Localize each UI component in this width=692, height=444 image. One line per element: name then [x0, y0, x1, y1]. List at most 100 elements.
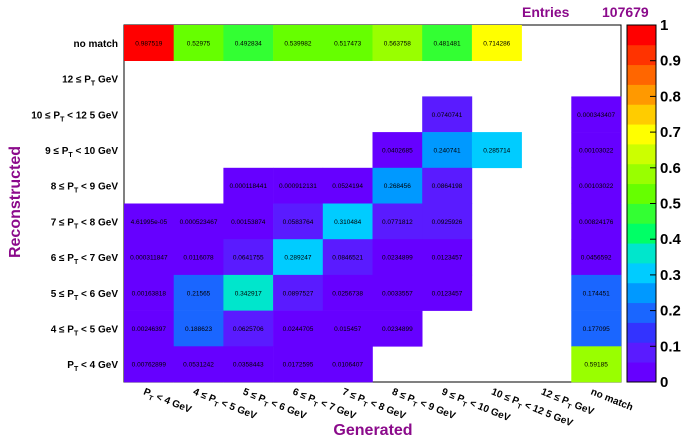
heatmap-cell [372, 239, 423, 276]
cell-value-label: 0.000523467 [180, 219, 218, 226]
heatmap-cell [372, 274, 423, 311]
cell-value-label: 0.0897527 [283, 290, 314, 297]
cell-value-label: 0.563758 [384, 40, 411, 47]
colorbar-tick-label: 0.1 [660, 338, 681, 355]
cell-value-label: 0.0234899 [382, 326, 413, 333]
colorbar-tick-label: 0.3 [660, 267, 681, 284]
colorbar-segment [627, 302, 656, 323]
y-tick-label: PT < 4 GeV [67, 360, 118, 373]
cell-value-label: 0.00103022 [579, 147, 614, 154]
colorbar-tick-label: 0.2 [660, 303, 681, 320]
heatmap-cell [571, 346, 622, 383]
cell-value-label: 0.0864198 [432, 183, 463, 190]
x-axis-title: Generated [333, 422, 412, 439]
x-tick-label: no match [589, 387, 634, 414]
cell-value-label: 0.000343407 [577, 112, 615, 119]
heatmap-cell [372, 25, 423, 61]
heatmap-cell [223, 167, 274, 204]
colorbar-segment [627, 342, 656, 363]
cell-value-label: 0.0402685 [382, 147, 413, 154]
heatmap-cell [372, 310, 423, 347]
cell-value-label: 0.0172595 [283, 362, 314, 369]
cell-value-label: 0.000912131 [279, 183, 317, 190]
colorbar-segment [627, 183, 656, 204]
cell-value-label: 0.177095 [583, 326, 610, 333]
heatmap-cell [571, 203, 622, 240]
colorbar-tick-label: 0.7 [660, 124, 681, 141]
heatmap-cell [124, 203, 174, 240]
cell-value-label: 0.240741 [433, 147, 460, 154]
heatmap-cells: 0.987519 0.52975 0.492834 0.539982 0.517473 0… [124, 25, 622, 383]
y-tick-label: 4 ≤ PT < 5 GeV [51, 324, 119, 337]
cell-value-label: 0.0456592 [581, 255, 612, 262]
colorbar-tick-label: 0.8 [660, 88, 681, 105]
heatmap-cell [223, 274, 274, 311]
cell-value-label: 0.21565 [187, 290, 211, 297]
cell-value-label: 0.342917 [235, 290, 262, 297]
cell-value-label: 0.0123457 [432, 290, 463, 297]
heatmap-cell [471, 132, 522, 169]
colorbar-segment [627, 163, 656, 185]
cell-value-label: 0.0106407 [332, 362, 363, 369]
cell-value-label: 0.0846521 [332, 255, 363, 262]
heatmap-cell [571, 274, 622, 311]
colorbar-ticks: 0 0.1 0.2 0.3 0.4 0.5 0.6 0.7 0.8 0.9 1 [650, 17, 682, 391]
heatmap-cell [571, 96, 622, 133]
heatmap-cell [422, 167, 473, 204]
y-axis-labels: no match 12 ≤ PT GeV 10 ≤ PT < 12 5 GeV 9 ≤… [31, 39, 118, 373]
heatmap-cell [124, 25, 174, 61]
cell-value-label: 0.0625706 [233, 326, 264, 333]
heatmap-cell [273, 203, 324, 240]
cell-value-label: 0.00153874 [231, 219, 266, 226]
heatmap-cell [322, 167, 373, 204]
cell-value-label: 0.000118441 [230, 183, 268, 190]
heatmap-cell [273, 25, 324, 61]
heatmap-cell [124, 346, 174, 383]
cell-value-label: 0.0771812 [382, 219, 413, 226]
heatmap-cell [422, 96, 473, 133]
cell-value-label: 0.0641755 [233, 255, 264, 262]
colorbar-segment [627, 203, 656, 224]
heatmap-cell [173, 239, 224, 276]
heatmap-cell [124, 274, 174, 311]
heatmap-cell [372, 167, 423, 204]
colorbar-segment [627, 64, 656, 85]
cell-value-label: 0.000311847 [130, 255, 168, 262]
heatmap-cell [571, 239, 622, 276]
heatmap-cell [223, 203, 274, 240]
heatmap-cell [223, 239, 274, 276]
colorbar-tick-label: 0 [660, 374, 668, 391]
colorbar-segment [627, 362, 656, 383]
y-tick-label: 8 ≤ PT < 9 GeV [51, 182, 119, 195]
cell-value-label: 0.0244705 [283, 326, 314, 333]
heatmap-cell [322, 274, 373, 311]
cell-value-label: 0.59185 [584, 362, 608, 369]
cell-value-label: 0.00163818 [132, 290, 167, 297]
heatmap-cell [173, 274, 224, 311]
y-tick-label: 6 ≤ PT < 7 GeV [51, 253, 119, 266]
heatmap-cell [273, 274, 324, 311]
colorbar-segment [627, 263, 656, 284]
heatmap-cell [173, 203, 224, 240]
colorbar [626, 24, 657, 383]
heatmap-cell [372, 132, 423, 169]
heatmap-cell [422, 132, 473, 169]
heatmap-cell [173, 310, 224, 347]
cell-value-label: 0.015457 [334, 326, 361, 333]
heatmap-cell [223, 346, 274, 383]
colorbar-segment [627, 144, 656, 165]
cell-value-label: 0.268456 [384, 183, 411, 190]
y-tick-label: 9 ≤ PT < 10 GeV [45, 146, 118, 159]
heatmap-cell [173, 346, 224, 383]
cell-value-label: 0.289247 [284, 255, 311, 262]
cell-value-label: 0.492834 [235, 40, 262, 47]
colorbar-tick-label: 0.5 [660, 196, 681, 213]
colorbar-segment [627, 84, 656, 105]
cell-value-label: 0.481481 [433, 40, 460, 47]
cell-value-label: 0.539982 [284, 40, 311, 47]
cell-value-label: 0.00824176 [579, 219, 614, 226]
colorbar-segment [627, 223, 656, 244]
colorbar-segment [627, 282, 656, 304]
heatmap-cell [422, 25, 473, 61]
